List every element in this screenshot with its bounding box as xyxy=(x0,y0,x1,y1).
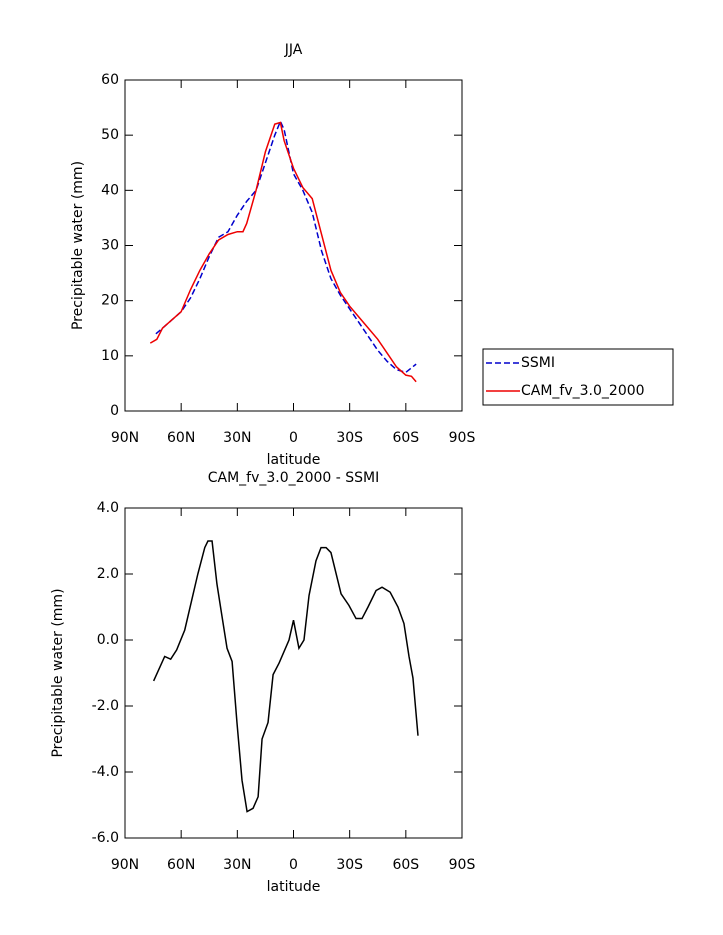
y-tick-label: -6.0 xyxy=(92,830,119,846)
x-tick-label: 30S xyxy=(336,857,363,873)
x-tick-label: 60S xyxy=(392,430,419,446)
y-tick-label: 30 xyxy=(101,238,119,254)
x-tick-label: 90S xyxy=(449,430,476,446)
x-tick-label: 90N xyxy=(111,857,139,873)
y-axis-label: Precipitable water (mm) xyxy=(50,588,66,757)
legend-box xyxy=(482,348,674,406)
y-tick-label: 40 xyxy=(101,182,119,198)
x-axis-label: latitude xyxy=(267,879,321,895)
data-line xyxy=(155,119,417,374)
y-tick-label: 50 xyxy=(101,127,119,143)
x-tick-label: 90S xyxy=(449,857,476,873)
x-tick-label: 30N xyxy=(223,430,251,446)
y-tick-label: -4.0 xyxy=(92,764,119,780)
plot-frame xyxy=(124,79,463,412)
y-tick-label: 20 xyxy=(101,293,119,309)
x-tick-label: 30N xyxy=(223,857,251,873)
x-tick-label: 90N xyxy=(111,430,139,446)
chart-title: JJA xyxy=(284,42,303,58)
legend-label: SSMI xyxy=(521,355,555,371)
y-tick-label: 60 xyxy=(101,72,119,88)
y-tick-label: 0.0 xyxy=(97,632,119,648)
x-tick-label: 60N xyxy=(167,430,195,446)
data-line xyxy=(149,121,417,383)
y-tick-label: -2.0 xyxy=(92,698,119,714)
y-axis-label: Precipitable water (mm) xyxy=(70,161,86,330)
y-tick-label: 10 xyxy=(101,348,119,364)
x-tick-label: 60N xyxy=(167,857,195,873)
x-tick-label: 30S xyxy=(336,430,363,446)
chart-title: CAM_fv_3.0_2000 - SSMI xyxy=(208,470,379,486)
legend-label: CAM_fv_3.0_2000 xyxy=(521,383,645,399)
y-tick-label: 4.0 xyxy=(97,500,119,516)
y-tick-label: 0 xyxy=(110,403,119,419)
x-axis-label: latitude xyxy=(267,452,321,468)
y-tick-label: 2.0 xyxy=(97,566,119,582)
x-tick-label: 60S xyxy=(392,857,419,873)
x-tick-label: 0 xyxy=(289,857,298,873)
x-tick-label: 0 xyxy=(289,430,298,446)
data-line xyxy=(152,540,419,813)
